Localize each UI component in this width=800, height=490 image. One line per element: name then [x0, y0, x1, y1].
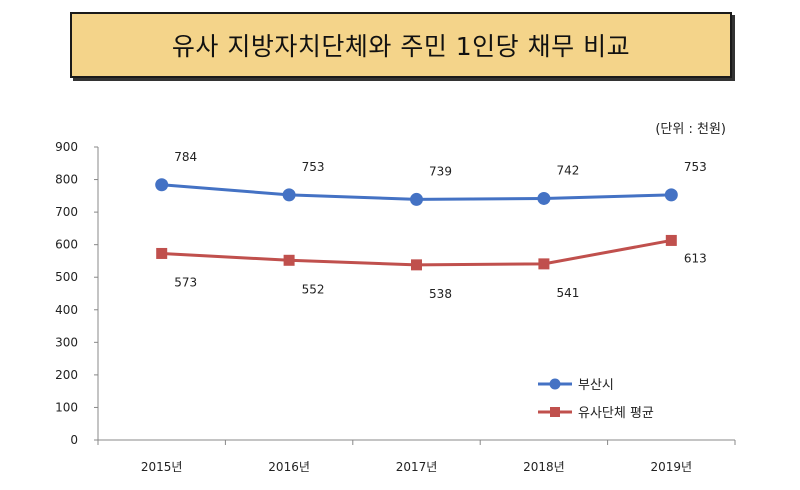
- y-tick-label: 700: [55, 205, 78, 219]
- data-label: 613: [684, 251, 707, 265]
- data-point: [665, 234, 677, 246]
- x-tick-label: 2016년: [268, 460, 310, 474]
- data-point: [664, 188, 678, 202]
- y-tick-label: 600: [55, 238, 78, 252]
- data-label: 573: [174, 275, 197, 289]
- legend-label: 유사단체 평균: [578, 406, 654, 421]
- y-tick-label: 400: [55, 303, 78, 317]
- y-tick-label: 200: [55, 368, 78, 382]
- data-point: [411, 259, 422, 271]
- x-tick-label: 2018년: [523, 460, 565, 474]
- y-tick-label: 900: [55, 140, 78, 154]
- chart-title: 유사 지방자치단체와 주민 1인당 채무 비교: [171, 32, 631, 61]
- data-point: [156, 247, 168, 259]
- y-tick-label: 800: [55, 173, 78, 187]
- data-point: [155, 178, 169, 192]
- data-point: [538, 258, 550, 270]
- data-label: 552: [302, 282, 325, 296]
- y-tick-label: 300: [55, 335, 78, 349]
- x-tick-label: 2019년: [651, 460, 693, 474]
- data-label: 784: [174, 150, 197, 164]
- data-label: 753: [684, 160, 707, 174]
- data-point: [410, 192, 423, 206]
- data-point: [283, 254, 295, 266]
- y-tick-label: 0: [70, 433, 78, 447]
- data-point: [282, 188, 296, 202]
- x-tick-label: 2017년: [396, 460, 438, 474]
- y-tick-label: 100: [55, 400, 78, 414]
- unit-note: (단위 : 천원): [655, 122, 726, 137]
- legend-marker: [549, 378, 561, 390]
- legend-marker: [550, 407, 560, 417]
- chart-title-box: 유사 지방자치단체와 주민 1인당 채무 비교: [70, 12, 732, 78]
- legend-label: 부산시: [578, 378, 614, 393]
- y-tick-label: 500: [55, 270, 78, 284]
- x-tick-label: 2015년: [141, 460, 183, 474]
- data-label: 753: [302, 160, 325, 174]
- data-label: 538: [429, 287, 452, 301]
- data-label: 742: [556, 163, 579, 177]
- data-point: [537, 191, 551, 205]
- data-label: 739: [429, 164, 452, 178]
- data-label: 541: [556, 286, 579, 300]
